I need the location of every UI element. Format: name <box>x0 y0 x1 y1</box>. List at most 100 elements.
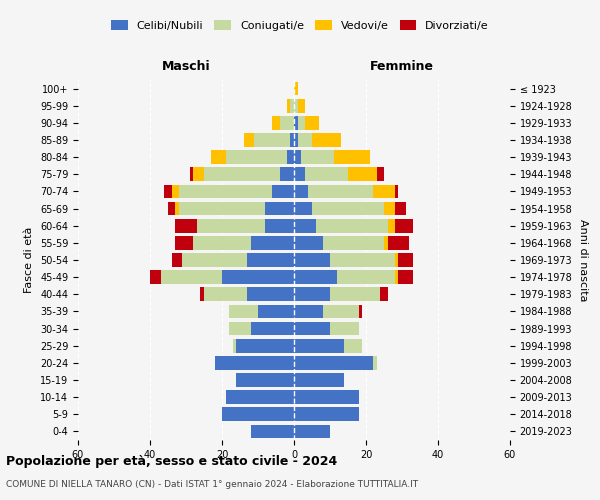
Bar <box>316 219 388 232</box>
Bar <box>294 373 344 387</box>
Bar <box>348 168 377 181</box>
Bar <box>323 304 359 318</box>
Bar <box>251 424 294 438</box>
Bar <box>236 373 294 387</box>
Bar <box>301 150 334 164</box>
Bar <box>388 236 409 250</box>
Bar <box>204 288 247 301</box>
Bar <box>395 270 398 284</box>
Bar <box>294 339 344 352</box>
Bar <box>294 184 308 198</box>
Bar <box>251 322 294 336</box>
Bar <box>294 219 316 232</box>
Bar <box>308 184 373 198</box>
Legend: Celibi/Nubili, Coniugati/e, Vedovi/e, Divorziati/e: Celibi/Nubili, Coniugati/e, Vedovi/e, Di… <box>107 16 493 35</box>
Text: Maschi: Maschi <box>161 60 211 73</box>
Bar <box>359 304 362 318</box>
Bar <box>200 288 204 301</box>
Bar <box>294 116 298 130</box>
Bar <box>294 322 330 336</box>
Bar <box>197 219 265 232</box>
Bar <box>182 253 247 267</box>
Bar <box>294 288 330 301</box>
Bar <box>272 184 294 198</box>
Bar <box>258 304 294 318</box>
Bar <box>172 253 182 267</box>
Bar <box>265 202 294 215</box>
Bar <box>305 168 348 181</box>
Bar <box>294 356 373 370</box>
Bar <box>175 202 179 215</box>
Bar <box>395 202 406 215</box>
Bar <box>222 408 294 421</box>
Y-axis label: Anni di nascita: Anni di nascita <box>578 219 588 301</box>
Bar <box>395 219 413 232</box>
Bar <box>215 356 294 370</box>
Bar <box>265 219 294 232</box>
Bar <box>337 270 395 284</box>
Bar <box>312 202 384 215</box>
Bar <box>272 116 280 130</box>
Bar <box>226 150 287 164</box>
Bar <box>229 304 258 318</box>
Bar <box>251 236 294 250</box>
Bar <box>344 339 362 352</box>
Bar <box>161 270 222 284</box>
Bar <box>294 133 298 147</box>
Bar <box>298 133 312 147</box>
Bar <box>294 202 312 215</box>
Bar <box>330 253 395 267</box>
Bar <box>164 184 172 198</box>
Bar <box>211 150 226 164</box>
Bar <box>294 236 323 250</box>
Bar <box>323 236 384 250</box>
Bar <box>395 253 398 267</box>
Bar <box>298 99 305 112</box>
Bar <box>247 253 294 267</box>
Bar <box>377 168 384 181</box>
Bar <box>290 99 294 112</box>
Bar <box>294 150 301 164</box>
Bar <box>193 236 251 250</box>
Bar <box>190 168 193 181</box>
Bar <box>294 168 305 181</box>
Bar <box>294 82 298 96</box>
Bar <box>294 390 359 404</box>
Bar <box>254 133 290 147</box>
Bar <box>168 202 175 215</box>
Bar <box>244 133 254 147</box>
Bar <box>395 184 398 198</box>
Bar <box>398 270 413 284</box>
Bar <box>150 270 161 284</box>
Bar <box>193 168 204 181</box>
Bar <box>384 202 395 215</box>
Bar <box>334 150 370 164</box>
Bar <box>380 288 388 301</box>
Bar <box>330 322 359 336</box>
Bar <box>388 219 395 232</box>
Bar <box>294 99 298 112</box>
Text: COMUNE DI NIELLA TANARO (CN) - Dati ISTAT 1° gennaio 2024 - Elaborazione TUTTITA: COMUNE DI NIELLA TANARO (CN) - Dati ISTA… <box>6 480 418 489</box>
Bar <box>330 288 380 301</box>
Bar <box>305 116 319 130</box>
Bar <box>298 116 305 130</box>
Text: Femmine: Femmine <box>370 60 434 73</box>
Bar <box>294 408 359 421</box>
Bar <box>294 424 330 438</box>
Bar <box>172 184 179 198</box>
Bar <box>290 133 294 147</box>
Bar <box>236 339 294 352</box>
Bar <box>175 236 193 250</box>
Bar <box>287 99 290 112</box>
Bar <box>179 184 272 198</box>
Bar <box>294 304 323 318</box>
Bar <box>294 253 330 267</box>
Bar <box>312 133 341 147</box>
Bar <box>233 339 236 352</box>
Bar <box>179 202 265 215</box>
Bar <box>226 390 294 404</box>
Y-axis label: Fasce di età: Fasce di età <box>25 227 34 293</box>
Bar <box>222 270 294 284</box>
Bar <box>373 356 377 370</box>
Bar <box>280 168 294 181</box>
